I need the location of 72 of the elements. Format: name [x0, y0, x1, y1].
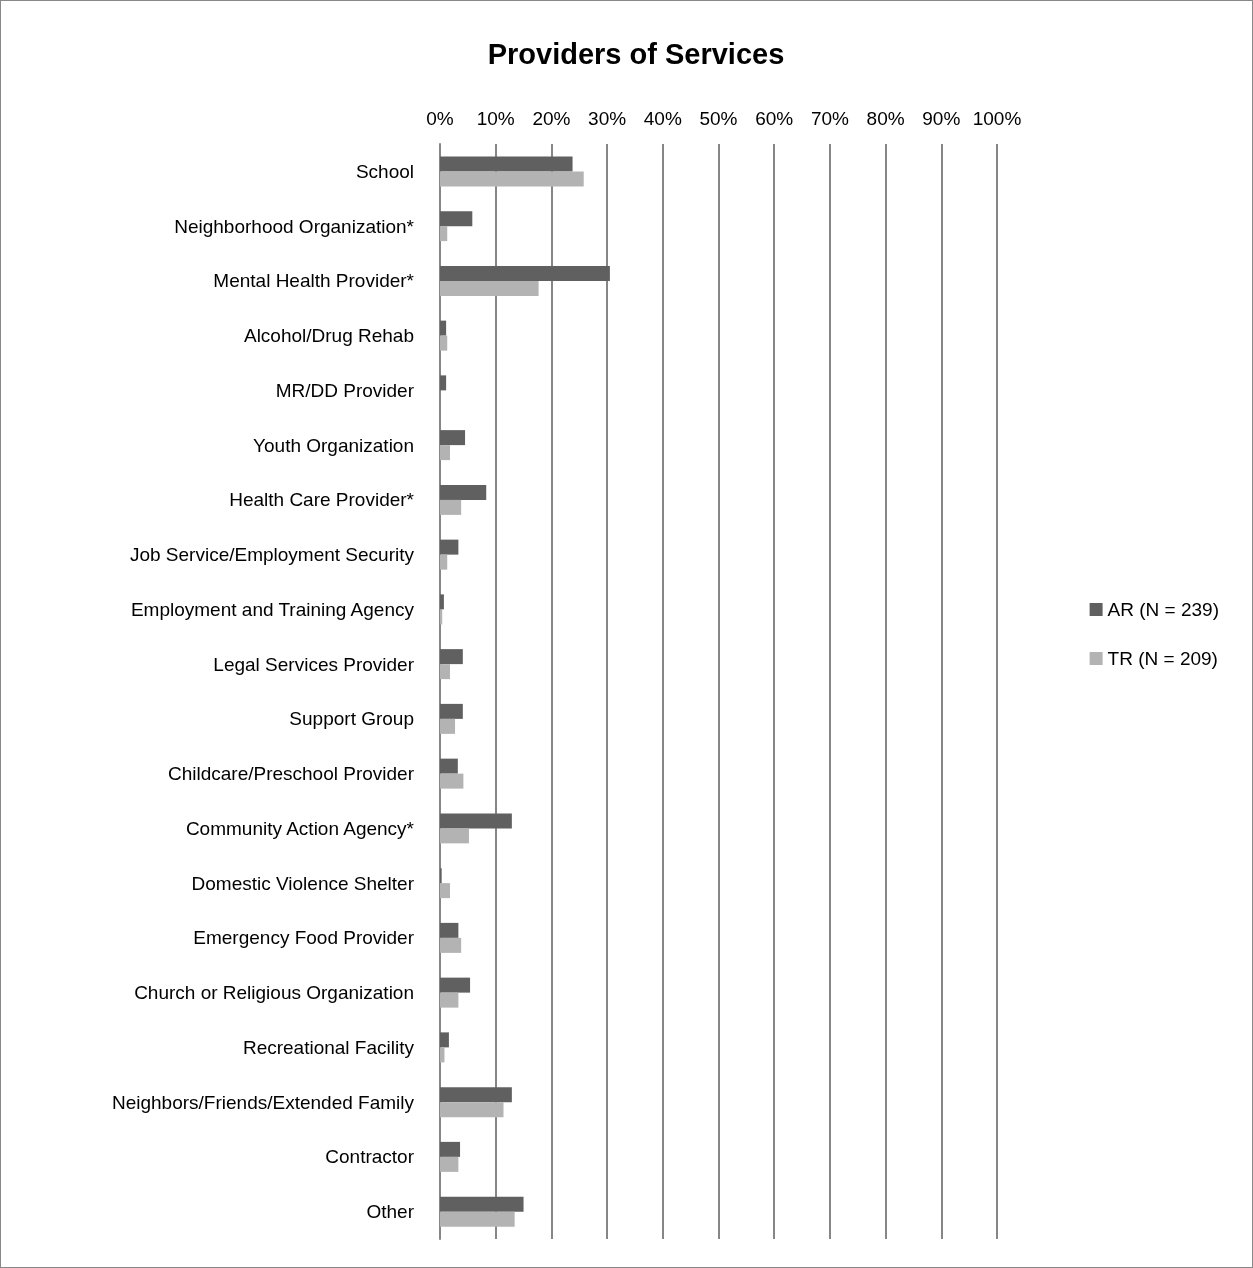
- bar: [440, 594, 444, 610]
- y-tick-label: Church or Religious Organization: [134, 982, 414, 1004]
- x-tick-label: 30%: [588, 108, 627, 129]
- y-tick-label: Community Action Agency*: [185, 817, 415, 839]
- y-tick-label: Legal Services Provider: [213, 653, 415, 675]
- bar: [440, 883, 451, 899]
- bar: [440, 430, 466, 446]
- x-tick-label: 10%: [476, 108, 515, 129]
- y-tick-label: Mental Health Provider*: [213, 270, 415, 292]
- bar: [440, 1032, 449, 1048]
- y-tick-label: Health Care Provider*: [229, 489, 415, 511]
- bar: [440, 703, 463, 719]
- y-tick-label: Childcare/Preschool Provider: [167, 763, 415, 785]
- bar: [440, 758, 458, 774]
- bar: [440, 649, 463, 665]
- bar: [440, 280, 539, 296]
- x-tick-label: 100%: [972, 108, 1022, 129]
- bar: [440, 773, 464, 789]
- chart-title: Providers of Services: [487, 37, 785, 70]
- y-tick-label: Support Group: [289, 708, 414, 730]
- bar: [440, 375, 447, 391]
- y-tick-label: Job Service/Employment Security: [129, 544, 415, 566]
- bar: [440, 499, 462, 515]
- bar: [440, 320, 447, 336]
- x-tick-label: 0%: [426, 108, 454, 129]
- bar: [440, 718, 456, 734]
- bar: [440, 211, 473, 227]
- bar: [440, 813, 512, 829]
- bar: [440, 539, 459, 555]
- x-tick-label: 20%: [532, 108, 571, 129]
- y-tick-label: School: [355, 160, 414, 182]
- bar: [440, 1087, 512, 1103]
- bar: [440, 922, 459, 938]
- y-tick-label: Youth Organization: [253, 434, 414, 456]
- y-tick-label: Neighbors/Friends/Extended Family: [111, 1091, 415, 1113]
- bar: [440, 977, 471, 993]
- bar: [440, 664, 451, 680]
- legend-label: TR (N = 209): [1107, 648, 1218, 669]
- bar: [440, 226, 448, 242]
- bar: [440, 445, 451, 461]
- x-tick-label: 70%: [810, 108, 850, 129]
- y-tick-label: Neighborhood Organization*: [174, 215, 415, 237]
- x-tick-label: 80%: [866, 108, 905, 129]
- bar: [440, 1196, 524, 1212]
- x-tick-label: 50%: [699, 108, 738, 129]
- x-tick-label: 60%: [755, 108, 794, 129]
- y-tick-label: Employment and Training Agency: [130, 598, 415, 620]
- legend-label: AR (N = 239): [1107, 599, 1219, 620]
- y-tick-label: Emergency Food Provider: [193, 927, 415, 949]
- bar: [440, 609, 443, 625]
- x-tick-label: 90%: [922, 108, 961, 129]
- bar: [440, 1102, 504, 1118]
- bar: [440, 937, 462, 953]
- bar: [440, 1141, 461, 1157]
- y-tick-label: MR/DD Provider: [275, 379, 415, 401]
- bar: [440, 1211, 515, 1227]
- bar: [440, 171, 584, 187]
- y-tick-label: Alcohol/Drug Rehab: [243, 325, 414, 347]
- y-tick-label: Recreational Facility: [242, 1036, 415, 1058]
- y-tick-label: Other: [366, 1201, 415, 1223]
- bar: [440, 265, 610, 281]
- bar: [440, 992, 459, 1008]
- bar: [440, 335, 448, 351]
- y-tick-label: Contractor: [325, 1146, 415, 1168]
- bar: [440, 1047, 445, 1063]
- y-tick-label: Domestic Violence Shelter: [191, 872, 415, 894]
- bar: [440, 554, 448, 570]
- x-tick-label: 40%: [643, 108, 682, 129]
- bar: [440, 156, 573, 172]
- bar: [440, 484, 487, 500]
- bar: [440, 1156, 459, 1172]
- bar: [440, 828, 469, 844]
